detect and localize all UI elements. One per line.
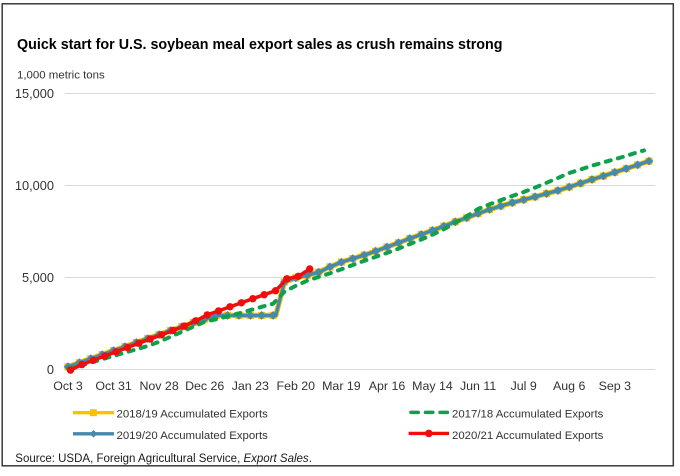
svg-text:2019/20 Accumulated Exports: 2019/20 Accumulated Exports — [117, 430, 269, 442]
svg-text:Sep 3: Sep 3 — [599, 379, 631, 393]
svg-text:Jan 23: Jan 23 — [232, 379, 269, 393]
svg-text:0: 0 — [47, 362, 54, 377]
svg-text:Nov 28: Nov 28 — [139, 379, 178, 393]
svg-text:Jul 9: Jul 9 — [511, 379, 537, 393]
svg-text:Feb 20: Feb 20 — [277, 379, 316, 393]
svg-text:Jun 11: Jun 11 — [460, 379, 496, 393]
svg-text:Quick start for U.S. soybean m: Quick start for U.S. soybean meal export… — [17, 37, 502, 53]
svg-text:2020/21 Accumulated Exports: 2020/21 Accumulated Exports — [452, 430, 604, 442]
svg-text:Apr 16: Apr 16 — [369, 379, 406, 393]
svg-text:Oct 31: Oct 31 — [95, 379, 132, 393]
svg-text:2017/18 Accumulated Exports: 2017/18 Accumulated Exports — [452, 409, 604, 421]
svg-text:May 14: May 14 — [412, 379, 453, 393]
svg-text:Dec 26: Dec 26 — [185, 379, 224, 393]
svg-text:Aug 6: Aug 6 — [553, 379, 585, 393]
svg-text:2018/19 Accumulated Exports: 2018/19 Accumulated Exports — [117, 409, 269, 421]
svg-text:Oct 3: Oct 3 — [53, 379, 83, 393]
svg-text:Mar 19: Mar 19 — [322, 379, 361, 393]
svg-text:Source: USDA, Foreign Agricult: Source: USDA, Foreign Agricultural Servi… — [15, 453, 312, 465]
svg-text:1,000 metric tons: 1,000 metric tons — [17, 70, 105, 82]
svg-text:5,000: 5,000 — [22, 270, 54, 285]
svg-text:10,000: 10,000 — [15, 178, 54, 193]
svg-text:15,000: 15,000 — [15, 86, 54, 101]
